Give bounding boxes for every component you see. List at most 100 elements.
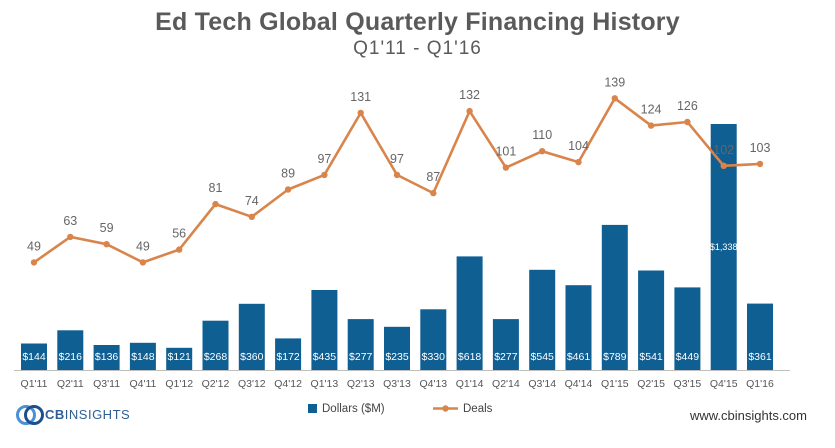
x-tick-label-9: Q2'13 xyxy=(347,378,375,390)
bar-12 xyxy=(456,256,483,370)
x-axis-tick-labels: Q1'11 Q2'11 Q3'11 Q4'11 Q1'12 Q2'12 Q3'12 Q4'12… xyxy=(21,378,774,390)
bar-7 xyxy=(275,338,302,370)
deals-point-16 xyxy=(611,95,618,102)
deals-point-20 xyxy=(756,160,764,168)
x-tick-label-6: Q3'12 xyxy=(238,378,266,390)
deals-point-8 xyxy=(321,171,328,179)
x-tick-label-13: Q2'14 xyxy=(492,378,520,390)
deals-label-3: 49 xyxy=(136,239,150,253)
bar-label-4: $121 xyxy=(168,351,192,363)
bar-label-9: $277 xyxy=(349,351,373,363)
deals-point-10 xyxy=(393,171,401,179)
x-tick-label-15: Q4'14 xyxy=(565,378,593,390)
bar-label-3: $148 xyxy=(131,351,155,363)
bar-4 xyxy=(166,347,193,370)
deals-label-20: 103 xyxy=(750,141,771,155)
line-series xyxy=(30,95,764,266)
deals-point-7 xyxy=(284,186,292,193)
deals-label-2: 59 xyxy=(100,221,114,235)
bar-8 xyxy=(311,290,338,370)
bar-label-17: $541 xyxy=(639,351,663,363)
deals-label-19: 102 xyxy=(713,143,734,157)
x-tick-label-20: Q1'16 xyxy=(746,378,774,390)
deals-point-18 xyxy=(684,118,691,126)
cb-insights-logo: CBINSIGHTS xyxy=(16,405,131,425)
bar-3 xyxy=(129,342,156,370)
deals-point-11 xyxy=(430,189,437,197)
bar-0 xyxy=(21,343,47,370)
x-tick-label-11: Q4'13 xyxy=(419,378,447,390)
bar-15 xyxy=(565,285,592,370)
x-tick-label-17: Q2'15 xyxy=(637,378,665,390)
bar-label-20: $361 xyxy=(748,351,772,363)
x-tick-label-3: Q4'11 xyxy=(129,378,156,390)
deals-label-1: 63 xyxy=(63,214,77,228)
bar-20 xyxy=(747,303,773,370)
deals-point-0 xyxy=(30,259,38,266)
bar-5 xyxy=(202,320,229,370)
legend-label-deals: Deals xyxy=(463,403,493,415)
bar-13 xyxy=(492,319,519,370)
bar-label-15: $461 xyxy=(567,351,591,363)
x-tick-label-18: Q3'15 xyxy=(674,378,702,390)
bar-label-5: $268 xyxy=(204,351,228,363)
bar-label-19: $1,338 xyxy=(710,242,738,252)
deals-label-5: 81 xyxy=(209,181,223,195)
deals-point-15 xyxy=(575,158,582,166)
x-tick-label-7: Q4'12 xyxy=(274,378,302,390)
bar-series xyxy=(21,124,773,370)
line-data-labels: 49 63 59 49 56 81 74 89 97 131 97 87 132 101 110 104 139… xyxy=(27,75,770,253)
bar-11 xyxy=(420,309,447,370)
deals-point-5 xyxy=(212,200,219,208)
bar-label-2: $136 xyxy=(95,351,119,363)
x-tick-label-10: Q3'13 xyxy=(383,378,411,390)
deals-label-17: 124 xyxy=(641,103,662,117)
x-tick-label-19: Q4'15 xyxy=(710,378,738,390)
deals-label-8: 97 xyxy=(317,152,331,166)
legend: Dollars ($M) Deals xyxy=(308,403,493,415)
bar-label-11: $330 xyxy=(422,351,446,363)
deals-point-9 xyxy=(357,109,364,117)
x-tick-label-5: Q2'12 xyxy=(202,378,230,390)
bar-1 xyxy=(57,330,84,370)
bar-label-18: $449 xyxy=(676,351,700,363)
bar-label-6: $360 xyxy=(240,351,264,363)
deals-label-7: 89 xyxy=(281,167,295,181)
legend-swatch-dollars xyxy=(308,404,317,413)
deals-label-10: 97 xyxy=(390,152,404,166)
deals-point-17 xyxy=(647,122,655,129)
chart-subtitle: Q1'11 - Q1'16 xyxy=(353,38,482,59)
deals-label-0: 49 xyxy=(27,239,41,253)
x-tick-label-12: Q1'14 xyxy=(456,378,484,390)
deals-point-2 xyxy=(103,241,110,248)
source-url: www.cbinsights.com xyxy=(689,408,807,423)
deals-point-1 xyxy=(67,233,74,241)
x-tick-label-0: Q1'11 xyxy=(21,378,48,390)
deals-label-13: 101 xyxy=(495,145,516,159)
legend-label-dollars: Dollars ($M) xyxy=(322,403,385,415)
bar-label-14: $545 xyxy=(531,351,555,363)
x-tick-label-1: Q2'11 xyxy=(57,378,84,390)
deals-point-19 xyxy=(720,162,727,169)
deals-label-6: 74 xyxy=(245,194,259,208)
cb-insights-logo-text: CBINSIGHTS xyxy=(45,406,131,422)
deals-label-12: 132 xyxy=(459,88,480,102)
bar-9 xyxy=(347,319,374,370)
bar-2 xyxy=(93,345,120,370)
bar-label-0: $144 xyxy=(22,351,46,363)
bar-14 xyxy=(529,269,556,370)
bar-label-16: $789 xyxy=(603,351,627,363)
x-tick-label-8: Q1'13 xyxy=(311,378,339,390)
bar-label-10: $235 xyxy=(385,351,409,363)
cb-insights-logo-icon xyxy=(16,405,44,425)
deals-label-16: 139 xyxy=(604,75,625,89)
deals-label-15: 104 xyxy=(568,139,589,153)
bar-label-7: $172 xyxy=(276,351,300,363)
x-tick-label-4: Q1'12 xyxy=(165,378,193,390)
deals-point-6 xyxy=(248,213,255,220)
bar-6 xyxy=(238,303,265,370)
x-tick-label-2: Q3'11 xyxy=(93,378,120,390)
deals-label-4: 56 xyxy=(172,227,186,241)
deals-point-14 xyxy=(539,148,546,155)
